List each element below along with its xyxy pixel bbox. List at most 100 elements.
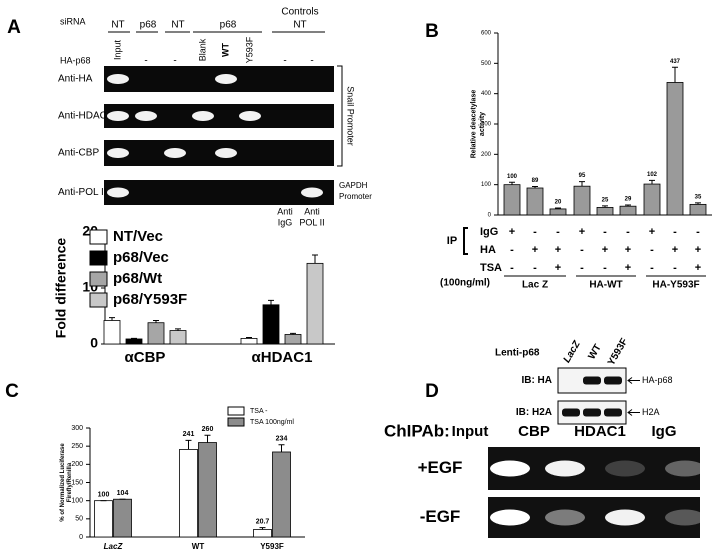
blot-band [604, 376, 622, 385]
legend-label: p68/Y593F [113, 291, 187, 308]
gel-band [239, 111, 261, 121]
bar [666, 82, 684, 216]
legend-swatch [89, 292, 108, 308]
data-label: 89 [532, 178, 539, 184]
promoter-label: Snail Promoter [346, 86, 356, 146]
data-label: 234 [276, 436, 288, 443]
legend-label: TSA - [250, 408, 268, 415]
row-label: IgG [480, 226, 498, 238]
sign: - [533, 262, 537, 274]
sign: + [579, 226, 585, 238]
row-label: +EGF [418, 458, 463, 477]
gel-band [215, 148, 237, 158]
row-label: siRNA [60, 16, 86, 26]
error-bar [695, 202, 701, 205]
panel-label: C [5, 381, 19, 402]
gel-band [605, 509, 645, 526]
gel-band [192, 111, 214, 121]
y-axis-label: Firefly/Renilla [67, 462, 73, 502]
legend-label: NT/Vec [113, 228, 163, 245]
y-tick-label: 0 [488, 213, 492, 219]
bar [284, 334, 302, 345]
lane-label: Input [112, 39, 122, 60]
row-label: HA-p68 [60, 55, 91, 65]
legend-label: p68/Wt [113, 270, 162, 287]
lane-label: - [144, 56, 147, 67]
gel-band [215, 74, 237, 84]
data-label: 102 [647, 172, 658, 178]
ip-bracket [463, 227, 468, 255]
bar [306, 262, 324, 345]
bar [503, 184, 521, 216]
gel-title: ChIPAb: [384, 421, 450, 440]
error-bar [109, 317, 115, 321]
error-bar [204, 434, 211, 443]
target-label: H2A [642, 407, 660, 417]
lane-label: - [173, 56, 176, 67]
legend-swatch [227, 417, 245, 427]
x-tick-label: WT [192, 542, 205, 551]
error-bar [532, 185, 538, 189]
row-label: TSA [480, 262, 502, 274]
y-axis-label: activity [479, 112, 486, 136]
bar [573, 185, 591, 216]
bar [262, 304, 280, 345]
promoter-label: Promoter [339, 192, 372, 201]
error-bar [259, 527, 266, 530]
y-tick-label: 50 [75, 516, 83, 523]
controls-label: Controls [281, 7, 318, 18]
row-label: -EGF [420, 507, 461, 526]
control-label: IgG [278, 217, 293, 227]
data-label: 437 [670, 59, 681, 65]
bar [198, 442, 217, 538]
error-bar [153, 319, 159, 323]
sign: - [673, 226, 677, 238]
sign: + [672, 244, 678, 256]
sign: - [533, 226, 537, 238]
lane-label: CBP [518, 423, 550, 440]
y-tick-label: 300 [71, 425, 83, 432]
blot-row-label: IB: H2A [516, 407, 552, 418]
sign: - [696, 226, 700, 238]
sign: - [673, 262, 677, 274]
control-label: POL II [299, 217, 324, 227]
arrow [627, 409, 640, 416]
error-bar [649, 179, 655, 185]
bar [125, 338, 143, 345]
bar [272, 451, 291, 538]
y-tick-label: 100 [71, 498, 83, 505]
bracket [337, 65, 343, 167]
sign: + [695, 244, 701, 256]
lane-label: WT [220, 43, 230, 57]
y-tick-label: 150 [71, 479, 83, 486]
error-bar [555, 207, 561, 209]
y-tick-label: 200 [71, 461, 83, 468]
lane-label: - [310, 56, 313, 67]
error-bar [290, 332, 296, 335]
gel-band [301, 187, 323, 198]
sign: + [695, 262, 701, 274]
sign: + [509, 226, 515, 238]
error-bar [246, 337, 252, 339]
y-tick-label: 500 [481, 61, 492, 67]
error-bar [509, 181, 515, 185]
group-label: p68 [140, 20, 157, 31]
promoter-label: GAPDH [339, 181, 368, 190]
sign: - [650, 262, 654, 274]
legend-swatch [227, 406, 245, 416]
tsa-note: (100ng/ml) [440, 278, 490, 289]
blot-band [583, 408, 601, 417]
legend-swatch [89, 271, 108, 287]
data-label: 100 [98, 492, 110, 499]
data-label: 29 [625, 197, 632, 203]
sign: - [603, 226, 607, 238]
group-label: NT [293, 20, 306, 31]
target-label: HA-p68 [642, 375, 673, 385]
bar [643, 183, 661, 216]
y-tick-label: 200 [481, 152, 492, 158]
control-label: Anti [277, 206, 293, 216]
legend-swatch [89, 229, 108, 245]
group-label: HA-Y593F [652, 280, 699, 291]
bar [689, 203, 707, 216]
error-bar [131, 337, 137, 339]
